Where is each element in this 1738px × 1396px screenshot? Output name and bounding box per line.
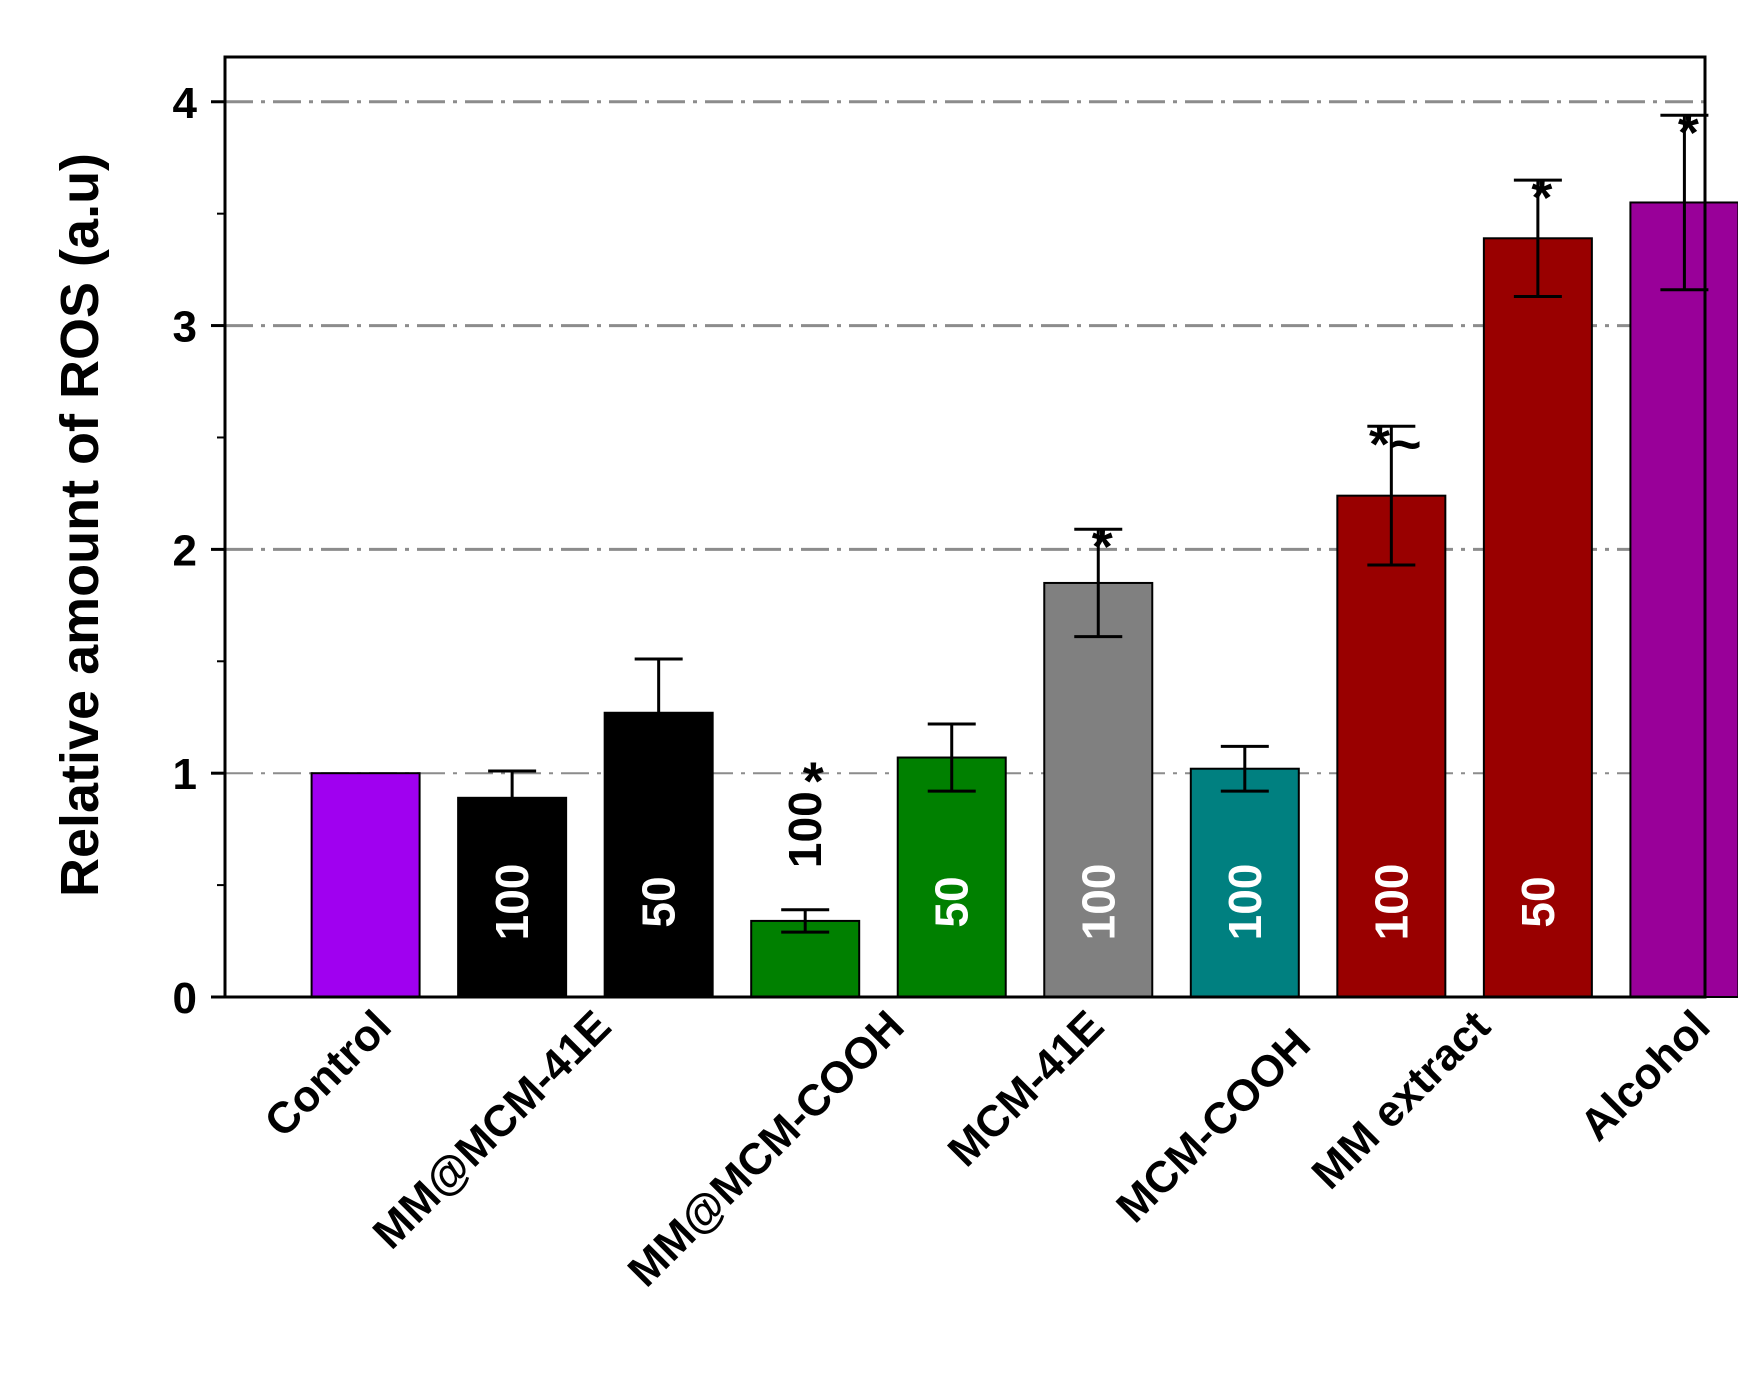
y-axis-label: Relative amount of ROS (a.u) — [50, 153, 110, 897]
y-tick-label-2: 2 — [173, 526, 197, 575]
bar-value-label-3: 50 — [633, 876, 685, 927]
y-tick-label-4: 4 — [173, 79, 198, 128]
axes: 0 1 2 3 4 — [173, 55, 1707, 1023]
significance-marker-8: *~ — [1369, 414, 1422, 474]
y-tick-label-1: 1 — [173, 750, 197, 799]
significance-marker-6: * — [1092, 517, 1113, 577]
bars — [310, 113, 1738, 999]
bar-value-label-4: 100 — [779, 791, 831, 868]
bar-9 — [1482, 237, 1593, 999]
bar-value-label-7: 100 — [1219, 864, 1271, 941]
bar-8 — [1336, 494, 1447, 998]
significance-marker-4: * — [803, 752, 824, 812]
bar-10 — [1629, 201, 1738, 998]
y-tick-label-3: 3 — [173, 303, 197, 352]
bar-value-label-2: 100 — [486, 864, 538, 941]
bar-1 — [310, 772, 421, 999]
significance-marker-10: * — [1678, 103, 1699, 163]
bar-5 — [896, 756, 1007, 998]
bar-value-label-9: 50 — [1512, 876, 1564, 927]
bar-value-label-8: 100 — [1365, 864, 1417, 941]
y-tick-label-0: 0 — [173, 974, 197, 1023]
plot-frame — [223, 55, 1707, 999]
bar-value-label-6: 100 — [1072, 864, 1124, 941]
bar-6 — [1043, 581, 1154, 998]
bar-value-label-5: 50 — [926, 876, 978, 927]
bar-7 — [1189, 767, 1300, 999]
significance-marker-9: * — [1531, 168, 1552, 228]
